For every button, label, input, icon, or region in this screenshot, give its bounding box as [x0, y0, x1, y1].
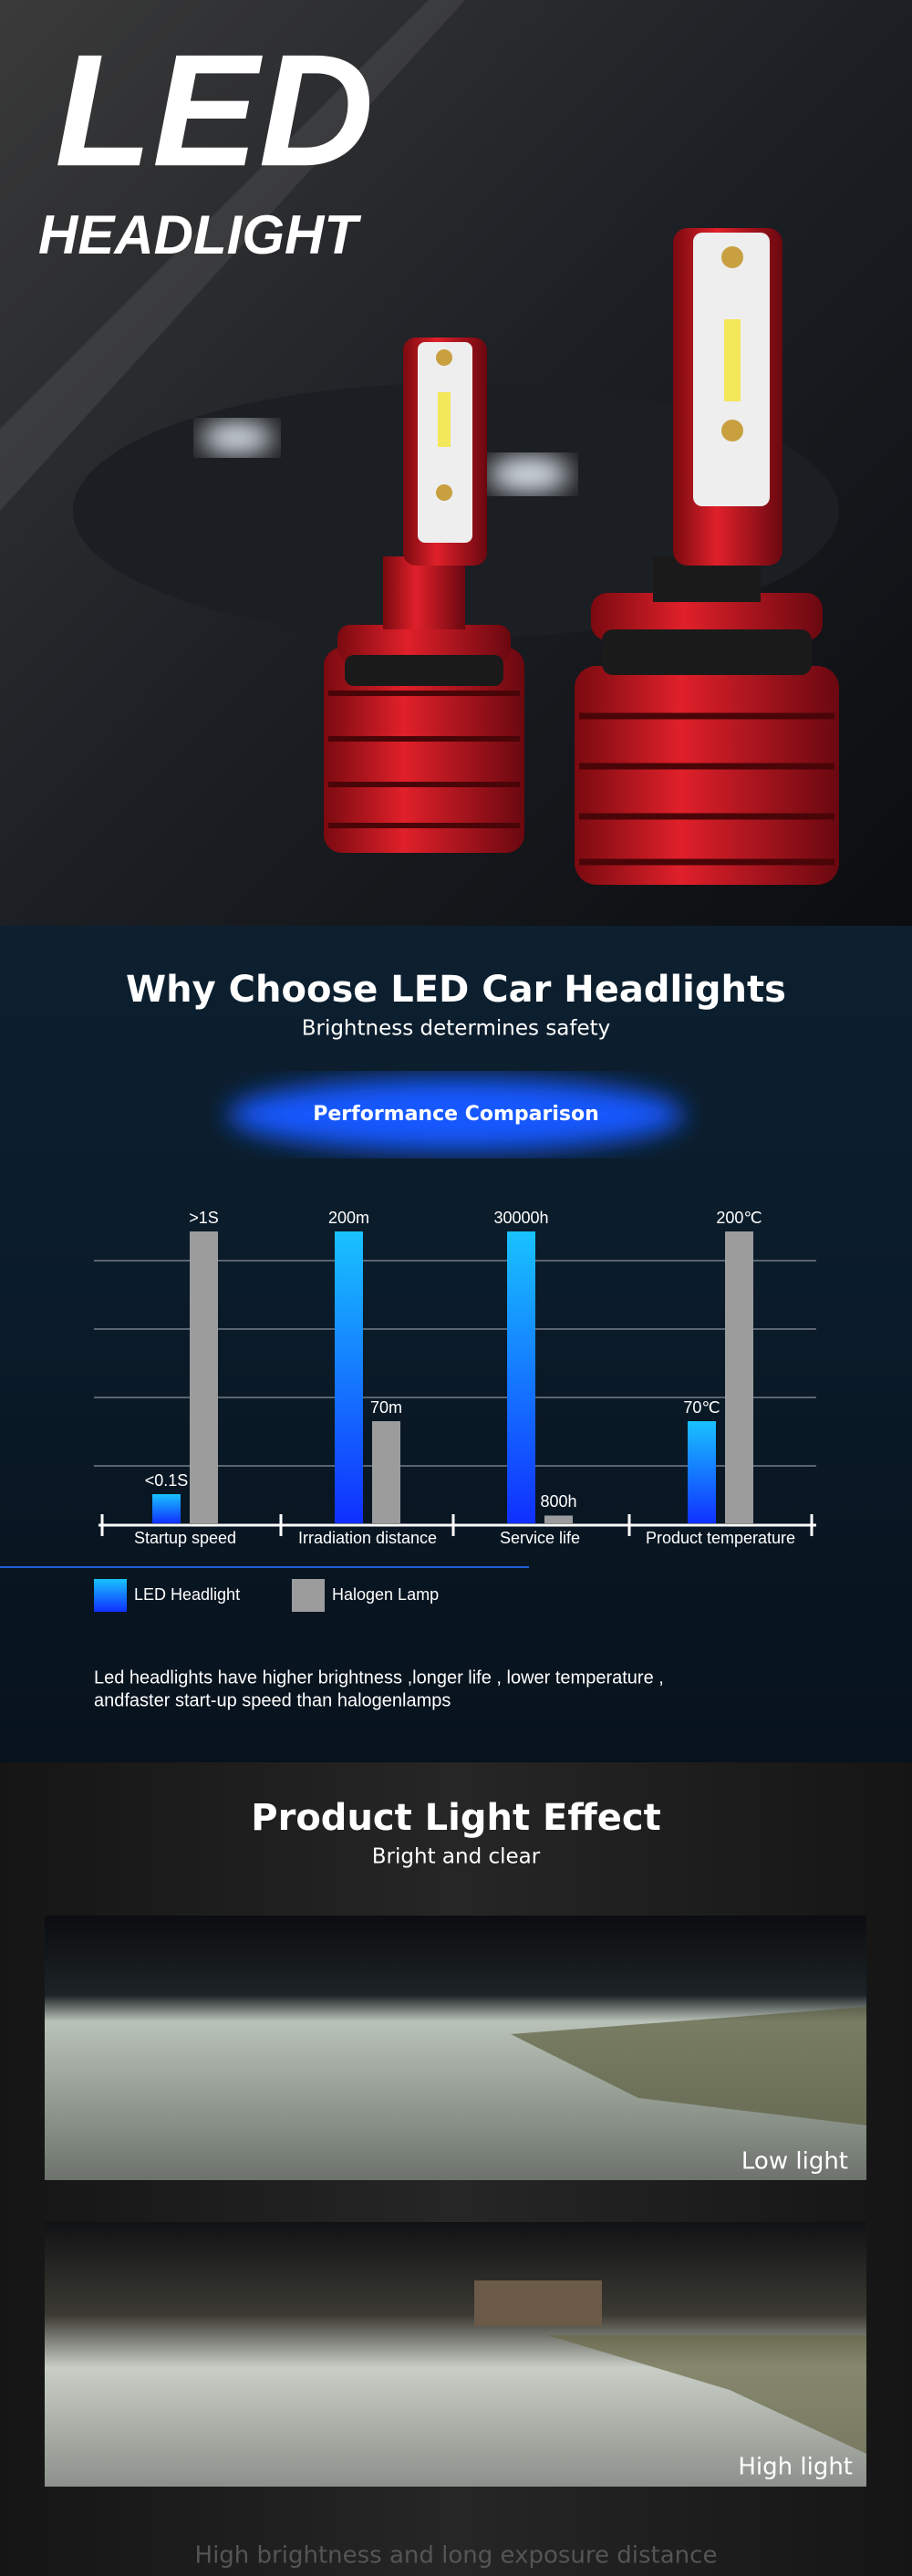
value-label: <0.1S — [145, 1471, 189, 1490]
bar — [725, 1231, 753, 1523]
legend-swatch — [94, 1579, 127, 1612]
badge-glow — [228, 1078, 684, 1151]
section-title: Why Choose LED Car Headlights — [126, 969, 786, 1011]
car-light — [488, 456, 570, 493]
section-subtitle: Bright and clear — [372, 1845, 541, 1869]
value-label: >1S — [189, 1209, 219, 1227]
legend-swatch — [292, 1579, 325, 1612]
value-label: 30000h — [493, 1209, 548, 1227]
note-line: andfaster start-up speed than halogenlam… — [94, 1690, 451, 1710]
bar — [335, 1231, 363, 1523]
x-axis — [98, 1514, 816, 1536]
bar — [372, 1421, 400, 1523]
hero-title: LED — [55, 22, 374, 200]
bar — [688, 1421, 716, 1523]
value-label: 200℃ — [716, 1209, 762, 1227]
photo-label: High light — [738, 2454, 853, 2481]
note-line: Led headlights have higher brightness ,l… — [94, 1667, 664, 1688]
car-light — [201, 421, 274, 454]
section-subtitle: Brightness determines safety — [302, 1017, 611, 1041]
value-label: 70m — [370, 1398, 402, 1417]
footer: High brightness and long exposure distan… — [195, 2542, 718, 2570]
photo-label: Low light — [741, 2148, 848, 2176]
legend-label: Halogen Lamp — [332, 1585, 439, 1604]
legend-label: LED Headlight — [134, 1585, 240, 1604]
chart: Startup speed <0.1S >1S Irradiation distanc… — [94, 1209, 795, 1612]
x-tick-label: Product temperature — [646, 1529, 795, 1547]
x-tick-label: Startup speed — [134, 1529, 236, 1547]
x-tick-label: Irradiation distance — [298, 1529, 437, 1547]
grass — [511, 2007, 866, 2125]
bulb-right — [575, 228, 839, 885]
grass — [547, 2335, 866, 2454]
bar — [544, 1515, 573, 1523]
bar — [190, 1231, 218, 1523]
bar — [507, 1231, 535, 1523]
value-label: 70℃ — [683, 1398, 720, 1417]
hero-stripe — [0, 0, 465, 511]
badge-label: Performance Comparison — [313, 1103, 599, 1126]
bulb-left — [324, 338, 524, 853]
section-title: Product Light Effect — [251, 1797, 660, 1839]
comparison-bg — [0, 926, 912, 1762]
value-label: 800h — [540, 1492, 576, 1511]
hero-subtitle: HEADLIGHT — [38, 204, 361, 265]
bar — [152, 1494, 181, 1523]
wall — [474, 2280, 602, 2326]
x-tick-label: Service life — [500, 1529, 580, 1547]
value-label: 200m — [328, 1209, 369, 1227]
